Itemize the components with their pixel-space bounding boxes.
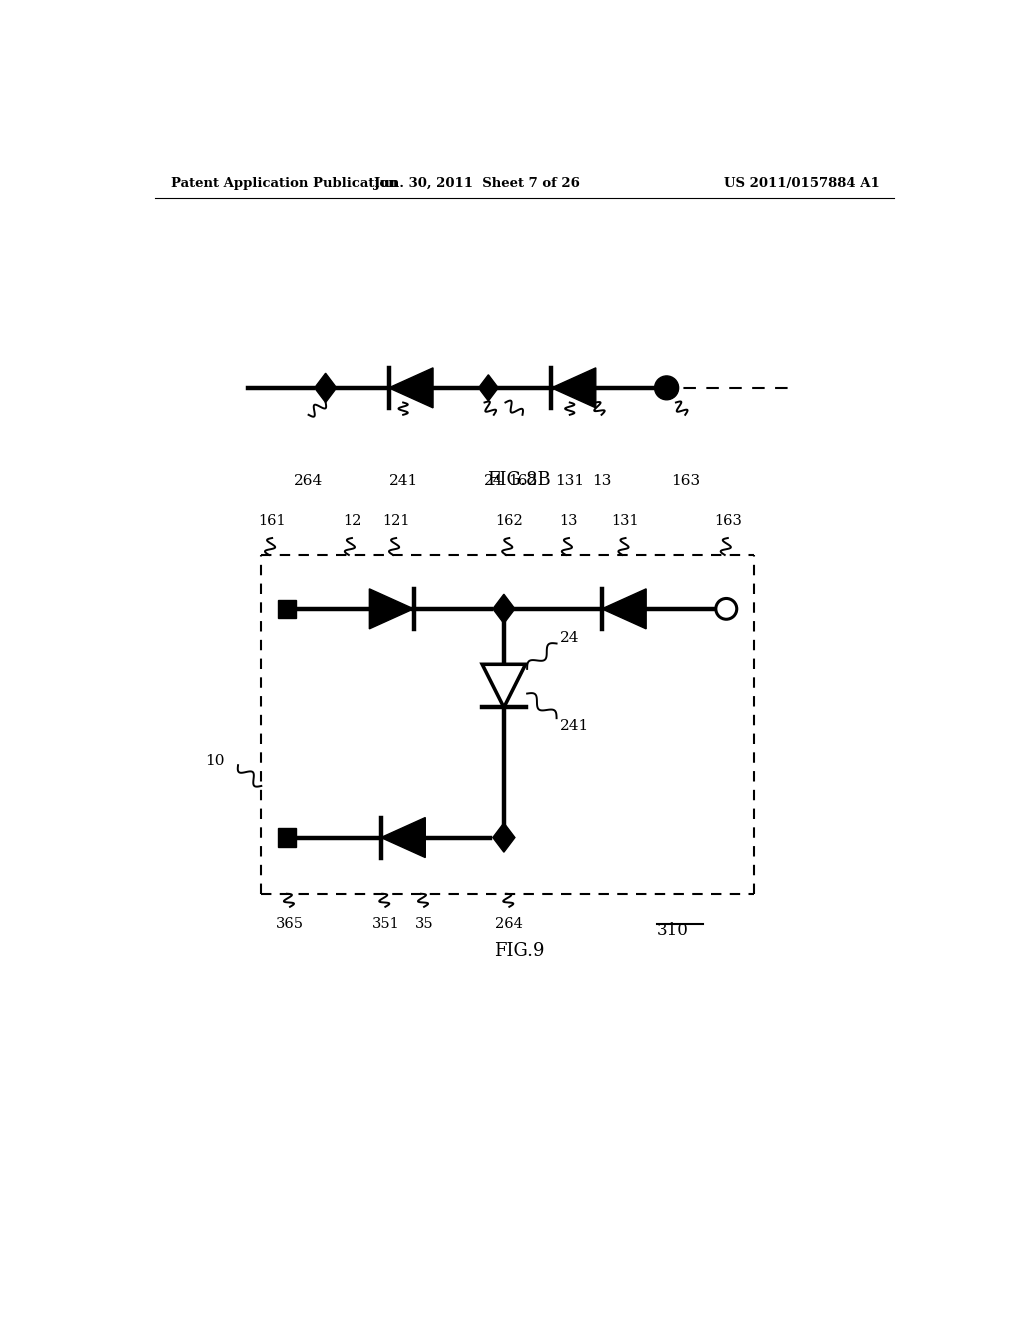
- Circle shape: [654, 376, 679, 400]
- Text: 310: 310: [656, 923, 688, 940]
- Text: Patent Application Publication: Patent Application Publication: [171, 177, 397, 190]
- Bar: [278, 829, 296, 847]
- Text: FIG.9: FIG.9: [495, 942, 545, 961]
- Text: FIG.8B: FIG.8B: [487, 471, 551, 490]
- Text: 163: 163: [714, 513, 741, 528]
- Polygon shape: [478, 375, 499, 401]
- Text: 351: 351: [372, 917, 399, 931]
- Text: 163: 163: [671, 474, 699, 488]
- Text: 162: 162: [508, 474, 538, 488]
- Bar: [278, 599, 296, 618]
- Text: 24: 24: [560, 631, 580, 645]
- Text: 264: 264: [294, 474, 324, 488]
- Text: 13: 13: [592, 474, 611, 488]
- Text: 121: 121: [382, 513, 410, 528]
- Polygon shape: [314, 374, 337, 403]
- Polygon shape: [552, 368, 596, 408]
- Polygon shape: [482, 664, 525, 708]
- Text: 162: 162: [496, 513, 523, 528]
- Text: 365: 365: [276, 917, 304, 931]
- Text: 12: 12: [343, 513, 361, 528]
- Text: 161: 161: [258, 513, 286, 528]
- Polygon shape: [381, 817, 425, 858]
- Polygon shape: [389, 368, 433, 408]
- Polygon shape: [493, 594, 515, 623]
- Text: 131: 131: [555, 474, 585, 488]
- Polygon shape: [602, 589, 646, 628]
- Text: Jun. 30, 2011  Sheet 7 of 26: Jun. 30, 2011 Sheet 7 of 26: [374, 177, 580, 190]
- Text: US 2011/0157884 A1: US 2011/0157884 A1: [724, 177, 880, 190]
- Polygon shape: [493, 822, 515, 853]
- Text: 35: 35: [415, 917, 433, 931]
- Text: 10: 10: [206, 754, 225, 767]
- Text: 241: 241: [388, 474, 418, 488]
- Polygon shape: [370, 589, 414, 628]
- Text: 24: 24: [484, 474, 504, 488]
- Circle shape: [716, 598, 736, 619]
- Text: 264: 264: [496, 917, 523, 931]
- Text: 13: 13: [560, 513, 579, 528]
- Text: 131: 131: [611, 513, 639, 528]
- Text: 241: 241: [560, 719, 589, 733]
